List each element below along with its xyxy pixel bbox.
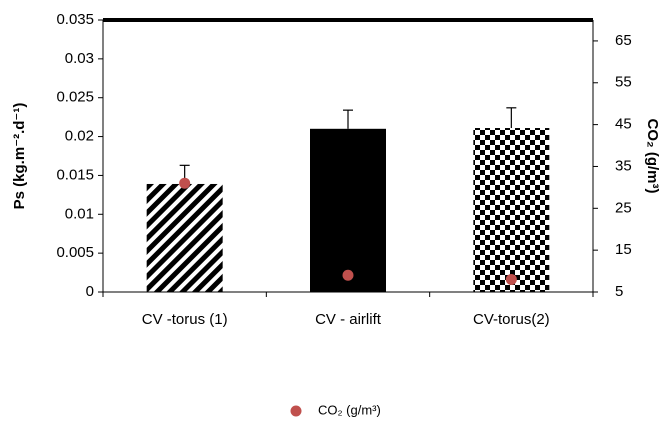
y-axis-title: Ps (kg.m⁻².d⁻¹) [11, 103, 28, 210]
y-tick-label: 0 [86, 283, 94, 300]
y2-tick-label: 35 [615, 157, 632, 174]
y-tick-label: 0.005 [56, 244, 94, 261]
x-tick-label: CV-torus(2) [473, 311, 550, 328]
bar [310, 128, 386, 292]
y2-tick-label: 15 [615, 241, 632, 258]
legend-marker [290, 405, 302, 417]
x-tick-label: CV - airlift [315, 311, 382, 328]
y2-tick-label: 65 [615, 32, 632, 49]
bar [146, 183, 223, 292]
y-tick-label: 0.02 [65, 128, 94, 145]
y2-tick-label: 45 [615, 116, 632, 133]
y2-tick-label: 5 [615, 283, 623, 300]
y2-tick-label: 55 [615, 74, 632, 91]
y-tick-label: 0.015 [56, 166, 94, 183]
y2-axis-title: CO₂ (g/m³) [644, 119, 661, 194]
y-tick-label: 0.03 [65, 50, 94, 67]
y2-tick-label: 25 [615, 199, 632, 216]
co2-point [505, 273, 517, 285]
y-tick-label: 0.025 [56, 89, 94, 106]
bar [473, 128, 550, 292]
co2-point [342, 269, 354, 281]
y-tick-label: 0.01 [65, 205, 94, 222]
legend-label: CO₂ (g/m³) [318, 402, 381, 417]
x-tick-label: CV -torus (1) [142, 311, 228, 328]
y-tick-label: 0.035 [56, 11, 94, 28]
co2-point [179, 177, 191, 189]
